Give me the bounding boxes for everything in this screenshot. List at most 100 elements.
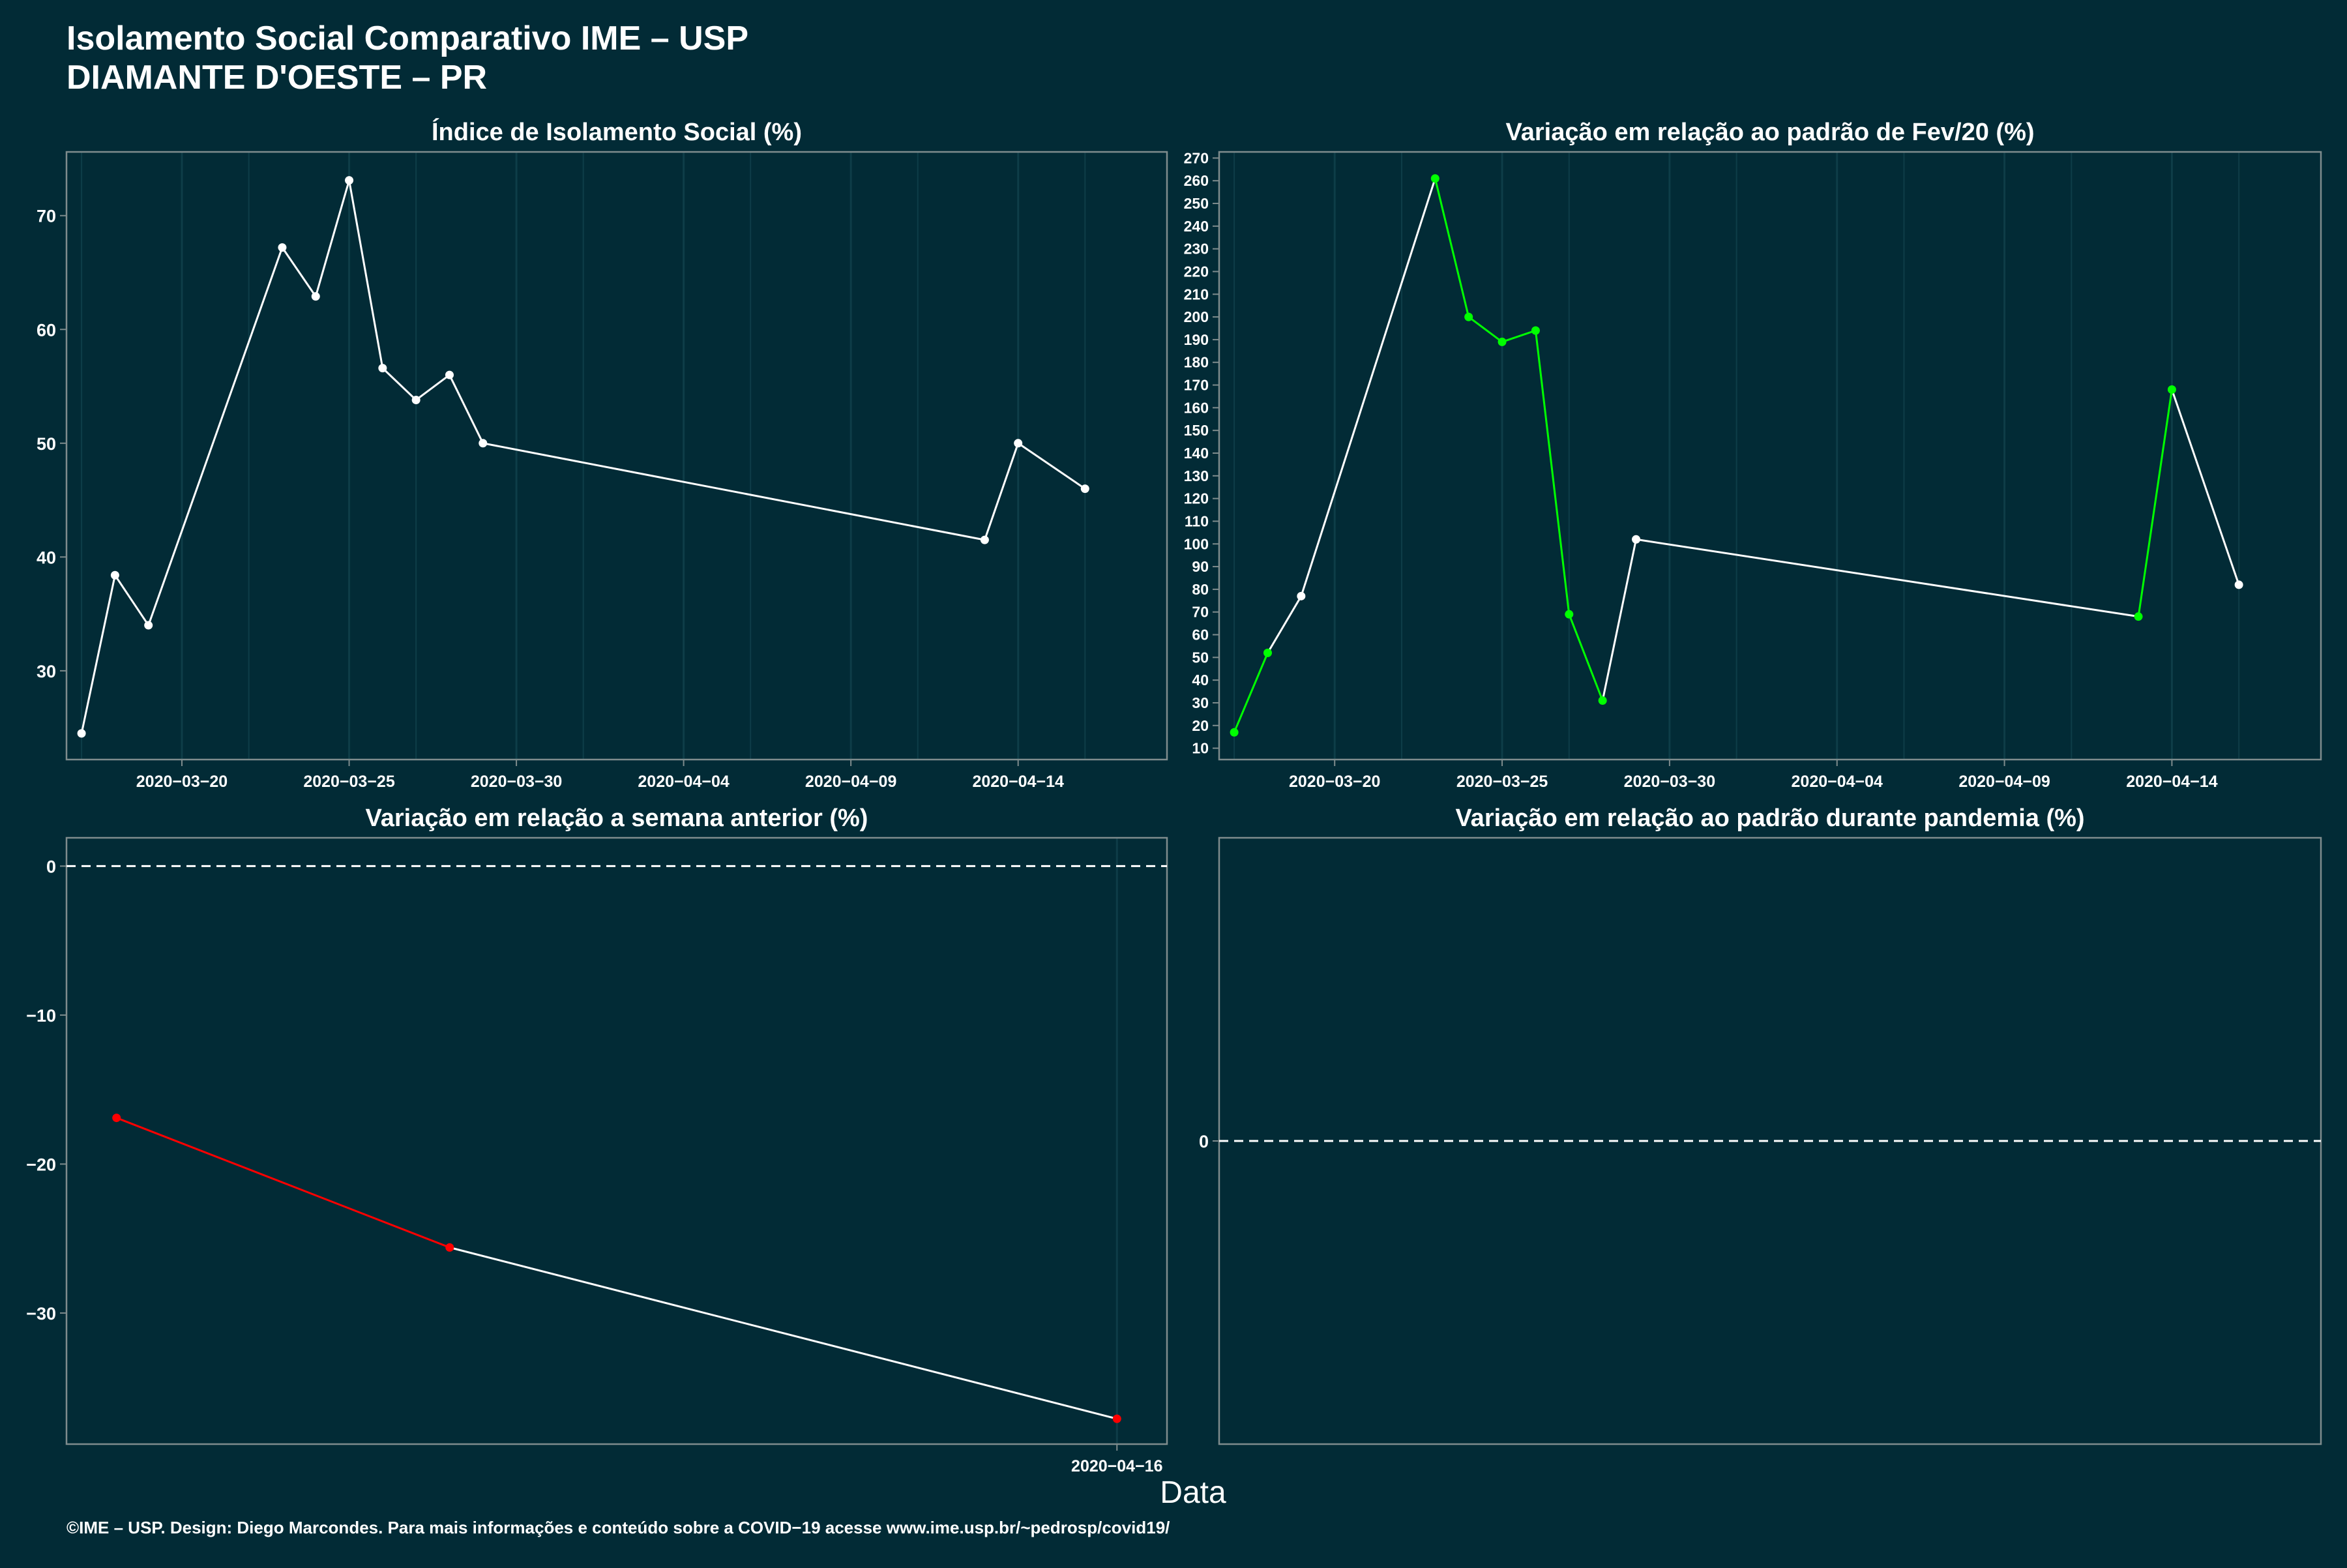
- data-point: [77, 729, 86, 738]
- series-segment: [348, 180, 384, 368]
- y-tick-label: 0: [1199, 1132, 1209, 1151]
- y-tick-label: 220: [1184, 263, 1209, 280]
- data-point: [445, 1243, 454, 1252]
- x-tick-label: 2020−04−14: [972, 773, 1064, 791]
- data-point: [345, 176, 354, 185]
- panel-frame: [1218, 151, 2322, 761]
- series-segment: [1434, 178, 1470, 318]
- y-tick-label: 180: [1184, 354, 1209, 371]
- y-tick-label: 250: [1184, 195, 1209, 212]
- data-point: [311, 292, 320, 301]
- y-tick-label: 210: [1184, 286, 1209, 303]
- y-tick-label: 90: [1192, 558, 1209, 575]
- data-point: [980, 535, 989, 544]
- series-segment: [116, 1117, 450, 1249]
- y-tick-label: 60: [37, 320, 56, 340]
- panel-title: Variação em relação ao padrão de Fev/20 …: [1505, 119, 2034, 146]
- data-point: [1230, 728, 1239, 737]
- data-point: [2134, 612, 2143, 621]
- panel-pandemia: Variação em relação ao padrão durante pa…: [1199, 805, 2322, 1445]
- y-tick-label: 30: [1192, 694, 1209, 711]
- data-point: [2167, 385, 2176, 394]
- series-segment: [482, 442, 985, 541]
- y-tick-label: 70: [1192, 604, 1209, 621]
- data-point: [112, 1114, 121, 1123]
- y-tick-label: 40: [37, 548, 56, 567]
- x-tick-label: 2020−03−30: [1624, 773, 1715, 791]
- x-tick-label: 2020−04−04: [638, 773, 730, 791]
- x-tick-label: 2020−03−25: [303, 773, 395, 791]
- footer-credit: ©IME – USP. Design: Diego Marcondes. Par…: [66, 1518, 1170, 1537]
- y-tick-label: 20: [1192, 717, 1209, 734]
- y-tick-label: 110: [1185, 512, 1209, 529]
- y-tick-label: 150: [1184, 422, 1209, 439]
- panel-title: Variação em relação ao padrão durante pa…: [1455, 805, 2084, 832]
- series-segment: [415, 374, 450, 401]
- panel-title: Variação em relação a semana anterior (%…: [366, 805, 868, 832]
- y-tick-label: 40: [1192, 672, 1209, 688]
- series-segment: [147, 247, 284, 626]
- data-point: [1565, 610, 1574, 619]
- figure-subtitle: DIAMANTE D'OESTE – PR: [66, 59, 487, 96]
- y-tick-label: 240: [1184, 218, 1209, 235]
- y-tick-label: 30: [37, 662, 56, 681]
- series-segment: [1568, 614, 1604, 702]
- y-tick-label: 60: [1192, 627, 1209, 643]
- panel-frame: [65, 836, 1168, 1445]
- y-tick-label: 50: [37, 434, 56, 454]
- x-tick-label: 2020−04−04: [1792, 773, 1883, 791]
- y-tick-label: 0: [46, 857, 56, 876]
- data-point: [411, 395, 421, 404]
- series-segment: [314, 180, 350, 297]
- x-tick-label: 2020−03−20: [136, 773, 228, 791]
- data-point: [1598, 696, 1607, 705]
- data-point: [1531, 326, 1540, 335]
- series-segment: [1534, 330, 1571, 615]
- data-point: [1498, 337, 1507, 346]
- data-point: [1430, 174, 1439, 183]
- x-tick-label: 2020−03−20: [1289, 773, 1380, 791]
- series-segment: [1233, 652, 1269, 733]
- series-segment: [114, 574, 149, 626]
- y-tick-label: 130: [1184, 467, 1209, 484]
- y-tick-label: 200: [1184, 308, 1209, 325]
- y-tick-label: 80: [1192, 581, 1209, 598]
- y-tick-label: 270: [1184, 149, 1209, 166]
- x-tick-label: 2020−04−16: [1071, 1457, 1162, 1475]
- series-segment: [1300, 178, 1436, 597]
- x-tick-label: 2020−03−30: [471, 773, 562, 791]
- series-segment: [1267, 595, 1303, 654]
- data-point: [1263, 648, 1272, 657]
- y-tick-label: 260: [1184, 172, 1209, 189]
- data-point: [2234, 580, 2243, 589]
- y-tick-label: 120: [1184, 490, 1209, 507]
- series-segment: [2137, 389, 2173, 617]
- x-tick-label: 2020−03−25: [1456, 773, 1548, 791]
- y-tick-label: 170: [1184, 377, 1209, 394]
- x-tick-label: 2020−04−09: [805, 773, 896, 791]
- x-tick-label: 2020−04−14: [2126, 773, 2218, 791]
- series-segment: [1636, 538, 2139, 618]
- x-tick-label: 2020−04−09: [1958, 773, 2050, 791]
- data-point: [1297, 591, 1306, 600]
- data-point: [110, 570, 119, 580]
- series-segment: [80, 574, 116, 734]
- series-segment: [1468, 316, 1503, 343]
- x-axis-label: Data: [1160, 1475, 1226, 1510]
- y-tick-label: 140: [1184, 445, 1209, 462]
- panel-semana: Variação em relação a semana anterior (%…: [26, 805, 1168, 1475]
- panel-isolamento: Índice de Isolamento Social (%) 30 40 50 60 7…: [37, 117, 1168, 791]
- series-segment: [281, 246, 317, 297]
- y-tick-label: −10: [26, 1006, 56, 1026]
- data-point: [378, 364, 387, 373]
- series-segment: [1501, 329, 1536, 343]
- panel-title: Índice de Isolamento Social (%): [432, 117, 802, 146]
- panel-fev20: Variação em relação ao padrão de Fev/20 …: [1184, 119, 2322, 791]
- data-point: [445, 370, 454, 379]
- data-point: [144, 621, 153, 630]
- y-tick-label: 50: [1192, 649, 1209, 666]
- data-point: [1014, 439, 1023, 448]
- series-segment: [1017, 442, 1086, 490]
- series-segment: [381, 367, 417, 401]
